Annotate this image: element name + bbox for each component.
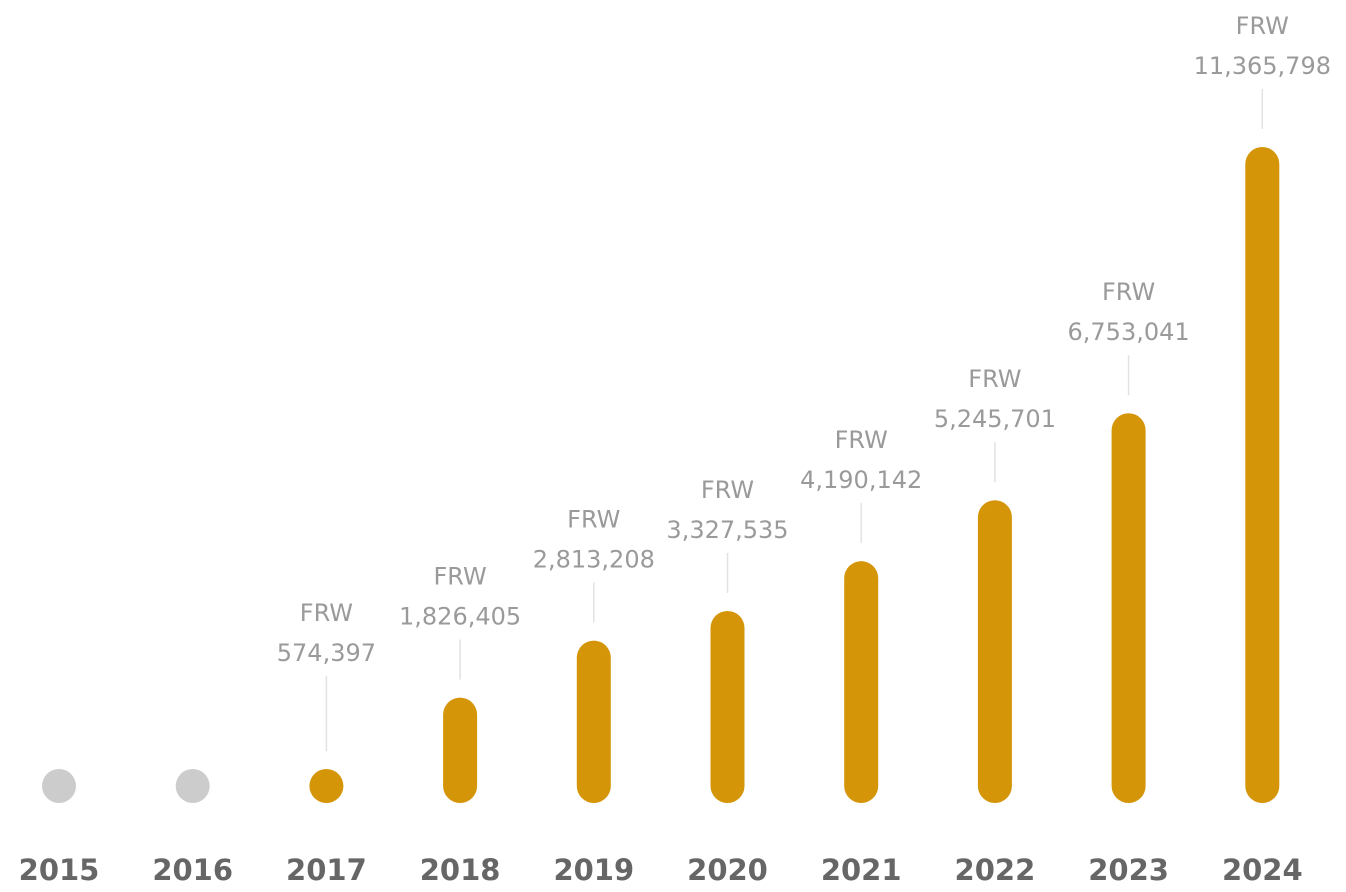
bar [710, 610, 745, 803]
bar [576, 640, 611, 803]
year-label: 2023 [1088, 853, 1169, 887]
year-label: 2024 [1222, 853, 1303, 887]
value-label: 6,753,041 [1068, 318, 1190, 346]
value-label: 5,245,701 [934, 405, 1056, 433]
value-label: 3,327,535 [666, 516, 788, 544]
currency-label: FRW [968, 365, 1021, 393]
currency-label: FRW [701, 476, 754, 504]
bar [1111, 413, 1146, 803]
year-label: 2015 [19, 853, 100, 887]
bar [443, 697, 478, 803]
bar [1245, 147, 1280, 803]
currency-label: FRW [835, 426, 888, 454]
bar [844, 561, 879, 803]
empty-marker [42, 769, 76, 803]
year-label: 2017 [286, 853, 367, 887]
year-label: 2016 [152, 853, 233, 887]
year-label: 2021 [821, 853, 902, 887]
value-label: 4,190,142 [800, 466, 922, 494]
year-label: 2020 [687, 853, 768, 887]
value-label: 574,397 [277, 639, 376, 667]
bar [309, 769, 344, 803]
currency-label: FRW [300, 599, 353, 627]
currency-label: FRW [1102, 278, 1155, 306]
value-label: 1,826,405 [399, 603, 521, 631]
year-label: 2022 [955, 853, 1036, 887]
value-label: 2,813,208 [533, 546, 655, 574]
bar [977, 500, 1012, 803]
year-label: 2018 [420, 853, 501, 887]
value-label: 11,365,798 [1194, 52, 1331, 80]
year-label: 2019 [553, 853, 634, 887]
currency-label: FRW [567, 506, 620, 534]
currency-label: FRW [433, 563, 486, 591]
currency-label: FRW [1236, 12, 1289, 40]
empty-marker [175, 769, 210, 803]
